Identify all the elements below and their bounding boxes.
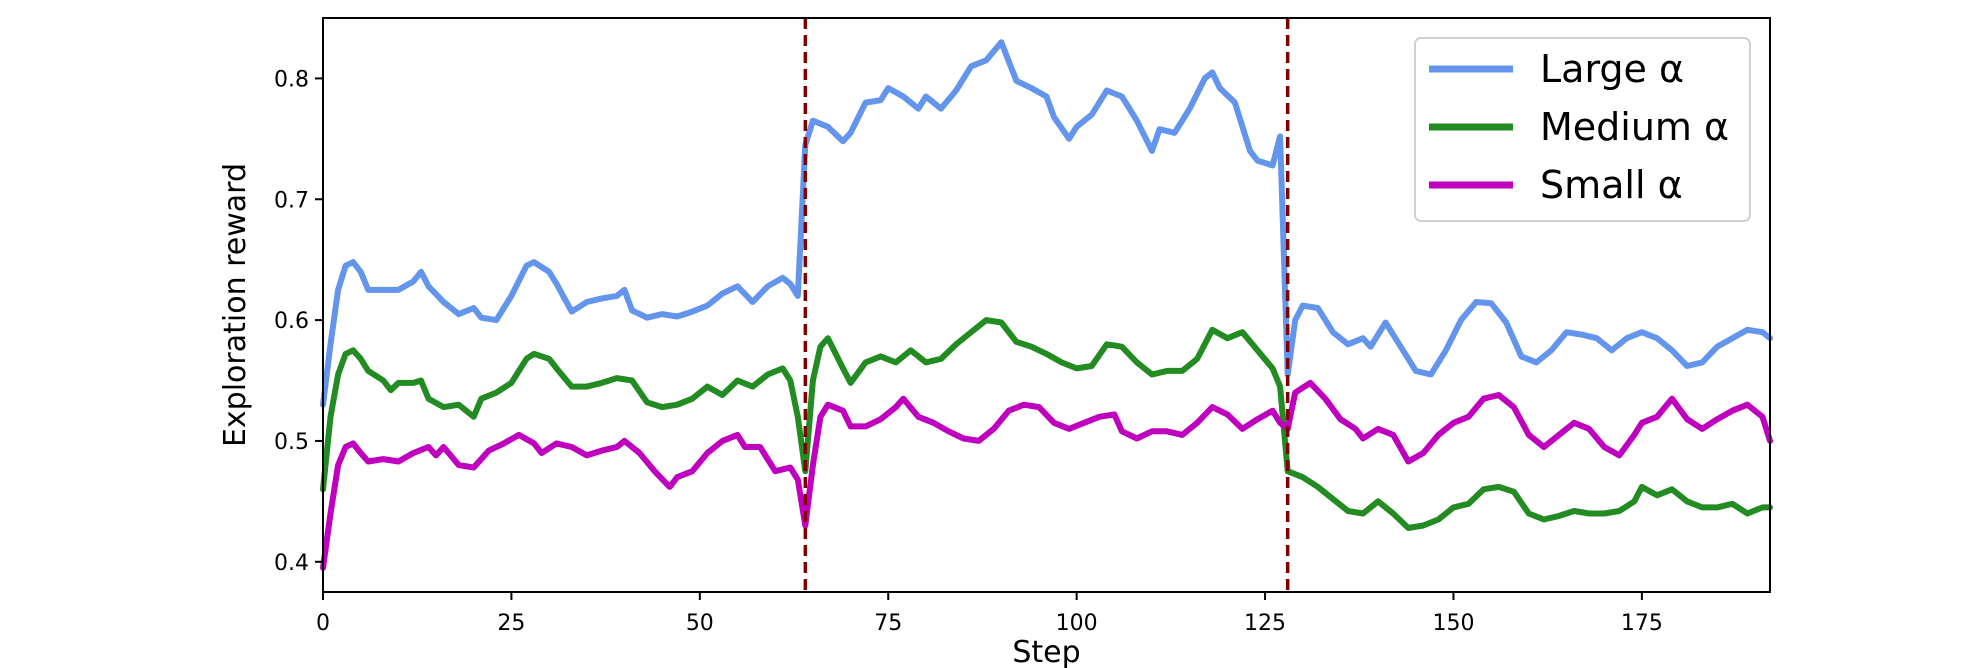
x-axis-label: Step <box>1012 635 1080 668</box>
series-lines <box>320 39 1773 571</box>
y-axis-label: Exploration reward <box>218 163 253 447</box>
legend-label-2: Small α <box>1540 163 1683 207</box>
x-tick-label: 75 <box>874 611 902 636</box>
y-tick-label: 0.5 <box>274 430 309 455</box>
y-axis-ticks: 0.4 0.5 0.6 0.7 0.8 <box>274 67 323 576</box>
change-point-lines <box>803 18 1290 592</box>
x-tick-label: 150 <box>1432 611 1474 636</box>
legend: Large α Medium α Small α <box>1414 37 1751 222</box>
legend-box <box>1414 37 1751 222</box>
series-line-2 <box>320 379 1773 571</box>
series-line-1 <box>320 317 1773 531</box>
y-tick-label: 0.6 <box>274 309 309 334</box>
x-tick-label: 25 <box>497 611 525 636</box>
x-tick-label: 50 <box>686 611 714 636</box>
legend-label-1: Medium α <box>1540 105 1729 149</box>
y-tick-label: 0.7 <box>274 188 309 213</box>
legend-label-0: Large α <box>1540 47 1684 91</box>
x-tick-label: 100 <box>1056 611 1098 636</box>
x-tick-label: 0 <box>316 611 330 636</box>
y-tick-label: 0.8 <box>274 67 309 92</box>
y-tick-label: 0.4 <box>274 551 309 576</box>
x-tick-label: 125 <box>1244 611 1286 636</box>
x-axis-ticks: 0 25 50 75 100 125 150 175 <box>316 592 1663 636</box>
series-line-0 <box>320 39 1773 408</box>
plot-frame <box>322 17 1771 593</box>
x-tick-label: 175 <box>1621 611 1663 636</box>
